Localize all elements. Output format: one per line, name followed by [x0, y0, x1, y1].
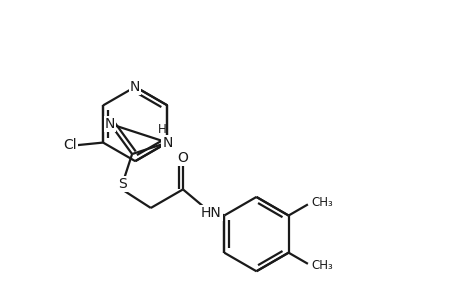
- Text: HN: HN: [201, 206, 221, 220]
- Text: O: O: [177, 151, 188, 165]
- Text: CH₃: CH₃: [310, 259, 332, 272]
- Text: H: H: [157, 123, 166, 136]
- Text: N: N: [130, 80, 140, 94]
- Text: CH₃: CH₃: [310, 196, 332, 209]
- Text: N: N: [162, 136, 172, 150]
- Text: Cl: Cl: [63, 138, 77, 152]
- Text: S: S: [118, 177, 126, 191]
- Text: N: N: [105, 117, 115, 131]
